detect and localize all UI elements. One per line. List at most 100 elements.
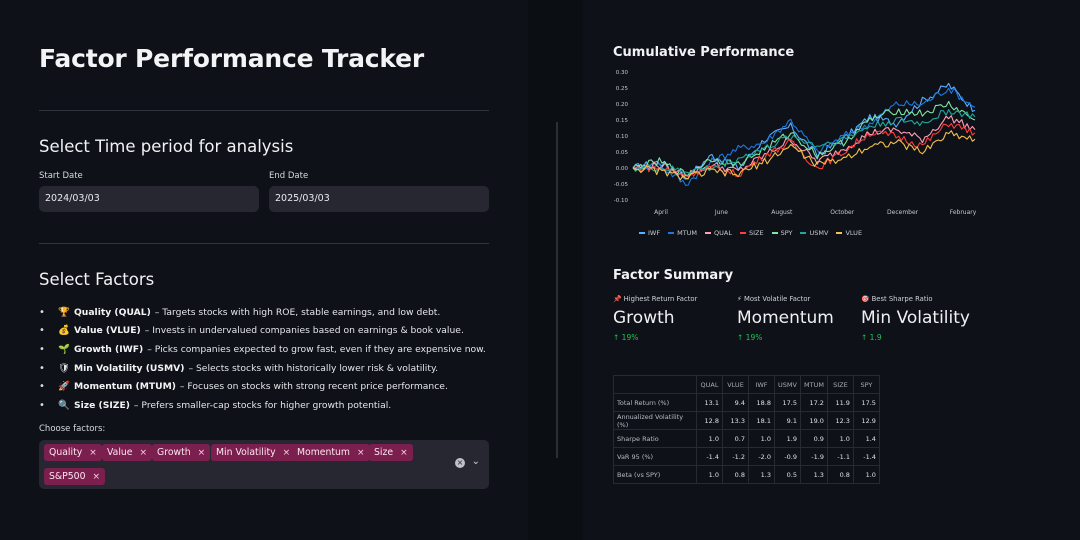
table-cell: 0.8 [722,465,749,484]
metric-most-volatile: ⚡ Most Volatile Factor Momentum ↑ 19% [737,295,857,342]
table-cell: -1.2 [722,447,749,466]
table-cell: 9.1 [774,411,801,430]
remove-tag-icon[interactable]: × [400,448,408,458]
tag-label: Momentum [297,447,350,458]
x-tick-label: August [771,209,793,216]
target-icon: 🎯 [861,295,870,303]
metric-value: Min Volatility [861,308,970,328]
start-date-input[interactable]: 2024/03/03 [39,186,259,212]
column-header[interactable]: SIZE [826,375,854,394]
column-header[interactable]: SPY [852,375,880,394]
end-date-label: End Date [269,171,309,181]
table-cell: 13.1 [696,393,723,412]
table-cell: 1.3 [800,465,828,484]
legend-swatch [771,232,778,234]
money-bag-icon: 💰 [58,325,70,337]
table-cell: -1.9 [800,447,828,466]
corner-cell [613,375,697,394]
legend-item-size[interactable]: SIZE [740,229,764,237]
y-tick-label: 0.15 [616,118,629,124]
tag-label: Min Volatility [216,447,276,458]
legend-item-qual[interactable]: QUAL [705,229,732,237]
factor-name: Growth (IWF) [74,343,144,355]
row-label: Total Return (%) [613,393,697,412]
chart-legend: IWF MTUM QUAL SIZE SPY USMV VLUE [639,229,862,237]
divider [39,110,489,111]
clear-icon[interactable]: × [455,458,465,468]
metric-value: Momentum [737,308,834,328]
column-header[interactable]: MTUM [800,375,828,394]
y-tick-label: 0.30 [616,70,629,76]
chevron-down-icon[interactable]: ⌄ [471,456,480,467]
remove-tag-icon[interactable]: × [89,448,97,458]
column-header[interactable]: USMV [774,375,801,394]
table-row: VaR 95 (%) -1.4 -1.2 -2.0 -0.9 -1.9 -1.1… [613,447,880,466]
column-header[interactable]: VLUE [722,375,749,394]
table-cell: -2.0 [748,447,775,466]
x-tick-label: October [830,209,855,216]
factor-desc: – Picks companies expected to grow fast,… [147,343,486,355]
legend-swatch [800,232,807,234]
x-tick-label: December [887,209,919,216]
tag-label: Size [374,447,394,458]
legend-item-vlue[interactable]: VLUE [836,229,862,237]
table-cell: -0.9 [774,447,801,466]
tag-sp500: S&P500 × [44,468,106,485]
bullet: • [39,399,45,411]
legend-swatch [639,232,645,234]
factor-summary-heading: Factor Summary [613,268,734,283]
bullet: • [39,306,45,318]
remove-tag-icon[interactable]: × [197,448,206,458]
metric-label: 📌 Highest Return Factor [613,295,733,303]
factors-heading: Select Factors [39,270,155,289]
table-row: Sharpe Ratio 1.0 0.7 1.0 1.9 0.9 1.0 1.4 [613,429,880,448]
metric-delta: ↑ 19% [737,333,763,342]
list-item: • 🚀 Momentum (MTUM) – Focuses on stocks … [39,377,509,396]
tag-label: S&P500 [49,471,86,482]
metric-delta: ↑ 1.9 [861,333,882,342]
bullet: • [39,343,45,355]
series-line-vlue [632,130,976,181]
legend-item-spy[interactable]: SPY [771,229,793,237]
y-tick-label: 0.20 [616,102,629,108]
legend-swatch [705,232,712,234]
remove-tag-icon[interactable]: × [282,448,291,458]
end-date-input[interactable]: 2025/03/03 [269,186,489,212]
series-line-mtum [632,87,976,186]
trophy-icon: 🏆 [58,306,70,318]
series-line-size [632,123,976,177]
factor-desc: – Selects stocks with historically lower… [188,362,439,374]
column-header[interactable]: IWF [748,375,775,394]
legend-label: SIZE [749,229,764,237]
row-label: Beta (vs SPY) [613,465,697,484]
remove-tag-icon[interactable]: × [139,448,148,458]
legend-item-mtum[interactable]: MTUM [668,229,697,237]
metric-delta: ↑ 19% [613,333,639,342]
lightning-icon: ⚡ [737,295,742,303]
table-cell: 9.4 [722,393,749,412]
legend-label: IWF [648,229,661,237]
remove-tag-icon[interactable]: × [356,448,365,458]
table-cell: 13.3 [722,411,749,430]
legend-item-iwf[interactable]: IWF [639,229,660,237]
table-cell: 1.0 [696,429,723,448]
factor-desc: – Targets stocks with high ROE, stable e… [154,306,441,318]
metric-highest-return: 📌 Highest Return Factor Growth ↑ 19% [613,295,733,342]
column-header[interactable]: QUAL [696,375,723,394]
tag-label: Quality [49,447,83,458]
y-tick-label: -0.10 [614,198,629,204]
remove-tag-icon[interactable]: × [92,472,101,482]
list-item: • 🛡 Min Volatility (USMV) – Selects stoc… [39,359,509,378]
legend-item-usmv[interactable]: USMV [800,229,828,237]
factor-name: Value (VLUE) [74,325,141,337]
series-line-usmv [632,109,976,174]
start-date-label: Start Date [39,171,83,181]
table-cell: 0.7 [722,429,749,448]
legend-label: SPY [780,229,793,237]
factor-multiselect[interactable]: Quality × Value × Growth × Min Volatility × … [39,440,489,489]
legend-swatch [740,232,746,234]
factor-name: Min Volatility (USMV) [74,362,185,374]
table-cell: 1.4 [852,429,880,448]
y-tick-label: 0.10 [616,134,629,140]
legend-label: VLUE [845,229,863,237]
